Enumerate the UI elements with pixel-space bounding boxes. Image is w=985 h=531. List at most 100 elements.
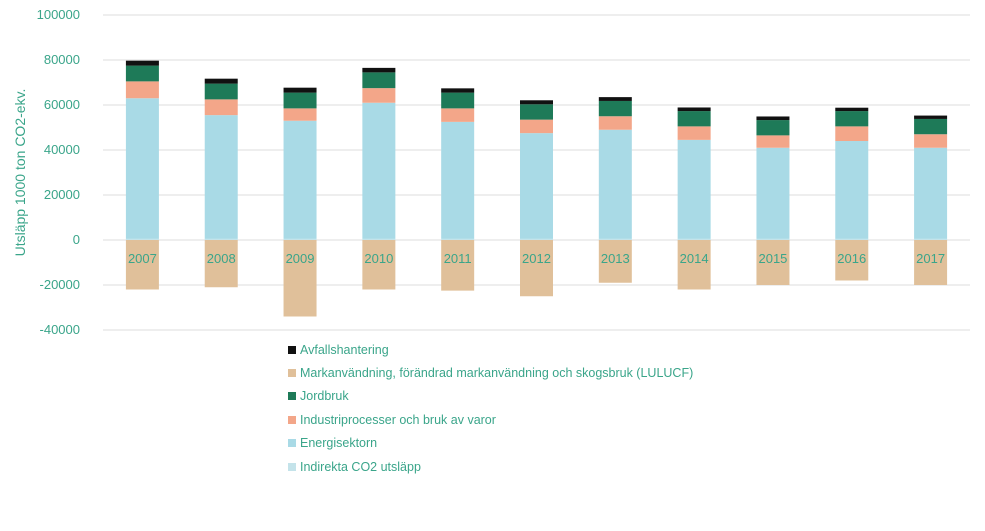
bar-segment <box>204 78 238 84</box>
bar-segment <box>362 240 396 290</box>
legend-swatch <box>288 439 296 448</box>
bar-segment <box>362 72 396 89</box>
x-tick-label: 2016 <box>837 251 866 266</box>
y-axis-label: Utsläpp 1000 ton CO2-ekv. <box>12 89 28 257</box>
bar-segment <box>441 238 475 240</box>
bar-segment <box>677 107 711 112</box>
bar-segment <box>362 67 396 73</box>
x-tick-label: 2017 <box>916 251 945 266</box>
bar-segment <box>914 134 948 148</box>
bar-chart: 100000 80000 60000 40000 20000 0 -20000 -40000 U… <box>12 7 970 337</box>
bar-segment <box>283 240 317 317</box>
bar-segment <box>283 238 317 240</box>
bar-segment <box>914 240 948 285</box>
bar-segment <box>125 65 159 82</box>
bar-segment <box>520 119 553 134</box>
bar-segment <box>598 100 632 117</box>
bar-segment <box>835 107 869 112</box>
bar-segment <box>520 100 553 105</box>
y-tick-label: 60000 <box>44 97 80 112</box>
x-tick-label: 2007 <box>128 251 157 266</box>
bar-segment <box>677 111 711 127</box>
x-tick-label: 2012 <box>522 251 551 266</box>
legend-label: Jordbruk <box>300 389 349 404</box>
bar-segment <box>835 141 869 239</box>
bar-segment <box>125 81 159 99</box>
bar-segment <box>914 118 948 135</box>
legend-swatch <box>288 345 296 354</box>
bar-segment <box>598 238 632 240</box>
y-tick-label: 20000 <box>44 187 80 202</box>
legend-item: Industriprocesser och bruk av varor <box>288 408 693 431</box>
bar-segment <box>677 126 711 140</box>
bar-segment <box>520 238 553 240</box>
legend-item: Indirekta CO2 utsläpp <box>288 455 693 478</box>
bar-segment <box>441 240 475 291</box>
bar-segment <box>598 97 632 101</box>
legend-item: Markanvändning, förändrad markanvändning… <box>288 361 693 384</box>
legend-swatch <box>288 392 296 401</box>
bar-segment <box>441 108 475 122</box>
legend-label: Indirekta CO2 utsläpp <box>300 459 421 474</box>
y-tick-label: 80000 <box>44 52 80 67</box>
bar-segment <box>441 92 475 109</box>
legend-label: Industriprocesser och bruk av varor <box>300 412 496 427</box>
y-tick-label: -40000 <box>40 322 80 337</box>
bar-segment <box>125 238 159 240</box>
x-tick-label: 2013 <box>601 251 630 266</box>
bar-segment <box>283 87 317 93</box>
bar-segment <box>283 120 317 239</box>
bar-segment <box>283 108 317 121</box>
bar-segment <box>835 111 869 127</box>
legend-item: Jordbruk <box>288 385 693 408</box>
bar-segment <box>914 238 948 240</box>
bar-segment <box>283 92 317 109</box>
bar-segment <box>835 238 869 240</box>
bar-segment <box>598 129 632 239</box>
bar-segment <box>441 88 475 93</box>
x-tick-label: 2008 <box>207 251 236 266</box>
bar-segment <box>598 240 632 283</box>
bar-segment <box>204 238 238 240</box>
bar-segment <box>125 240 159 290</box>
y-tick-label: -20000 <box>40 277 80 292</box>
bar-segment <box>756 116 790 121</box>
bar-segment <box>204 99 238 116</box>
bar-segment <box>677 139 711 239</box>
bar-segment <box>204 115 238 239</box>
x-tick-label: 2009 <box>286 251 315 266</box>
legend-label: Energisektorn <box>300 436 378 451</box>
bar-segment <box>125 98 159 239</box>
legend-swatch <box>288 415 296 424</box>
bar-segment <box>441 121 475 239</box>
legend-swatch <box>288 462 296 471</box>
bar-segment <box>677 240 711 290</box>
bar-segment <box>914 115 948 119</box>
y-tick-label: 0 <box>73 232 80 247</box>
x-tick-label: 2014 <box>680 251 709 266</box>
bar-segment <box>835 126 869 141</box>
legend: Avfallshantering Markanvändning, förändra… <box>288 338 693 478</box>
bar-segment <box>362 238 396 240</box>
y-tick-label: 40000 <box>44 142 80 157</box>
bar-segment <box>520 104 553 120</box>
bar-segment <box>520 240 553 297</box>
legend-label: Markanvändning, förändrad markanvändning… <box>300 366 694 381</box>
bar-segment <box>598 116 632 130</box>
legend-label: Avfallshantering <box>300 342 389 357</box>
bar-segment <box>520 133 553 239</box>
bar-segment <box>756 240 790 285</box>
legend-item: Avfallshantering <box>288 338 693 361</box>
bar-segment <box>362 88 396 103</box>
bar-segment <box>914 147 948 239</box>
bar-segment <box>677 238 711 240</box>
bar-segment <box>362 102 396 239</box>
legend-swatch <box>288 369 296 378</box>
x-tick-label: 2011 <box>444 251 472 266</box>
bar-segment <box>125 60 159 66</box>
bar-segment <box>756 120 790 136</box>
legend-item: Energisektorn <box>288 432 693 455</box>
x-tick-label: 2015 <box>758 251 787 266</box>
bar-segment <box>756 147 790 239</box>
bar-segment <box>204 83 238 100</box>
